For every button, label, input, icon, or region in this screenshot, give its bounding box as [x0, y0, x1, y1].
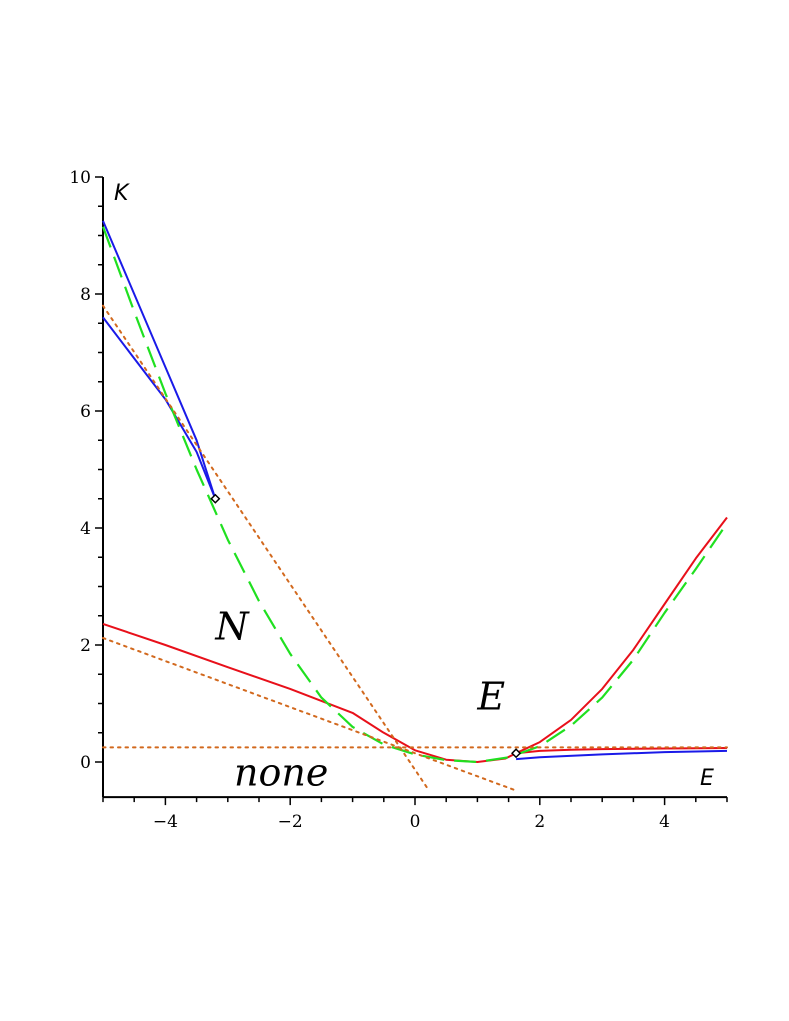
- x-axis-label: E: [700, 766, 714, 791]
- series-line-4: [102, 220, 217, 500]
- y-tick-label: 2: [80, 636, 91, 656]
- x-ticks: −4 −2 0 2 4: [102, 797, 728, 832]
- y-ticks: 0 2 4 6 8 10: [69, 168, 103, 773]
- region-label-e: E: [476, 675, 505, 719]
- series-line-3: [515, 516, 728, 755]
- series-line-2: [516, 747, 728, 755]
- series-line-10: [102, 637, 516, 792]
- series-line-6: [516, 749, 728, 761]
- y-tick-label: 4: [80, 519, 91, 539]
- x-tick-label: 0: [410, 812, 421, 832]
- series-line-1: [102, 622, 517, 763]
- y-tick-label: 6: [80, 402, 91, 422]
- series-layer: [101, 220, 728, 792]
- point-marker: [511, 748, 522, 759]
- x-tick-label: 2: [534, 812, 545, 832]
- y-tick-label: 0: [80, 753, 91, 773]
- series-line-7: [101, 226, 728, 764]
- series-line-9: [102, 304, 429, 790]
- x-tick-label: −2: [278, 812, 303, 832]
- y-tick-label: 10: [69, 168, 91, 188]
- x-tick-label: −4: [153, 812, 178, 832]
- x-tick-label: 4: [659, 812, 670, 832]
- plot-area: −4 −2 0 2 4 0 2 4 6 8 10 E K N E none: [69, 168, 728, 832]
- point-marker: [210, 493, 221, 504]
- y-tick-label: 8: [80, 285, 91, 305]
- y-axis-label: K: [114, 181, 130, 206]
- region-labels: N E none: [214, 604, 505, 794]
- region-label-n: N: [214, 604, 250, 648]
- region-label-none: none: [234, 751, 328, 795]
- marker-layer: [210, 493, 522, 759]
